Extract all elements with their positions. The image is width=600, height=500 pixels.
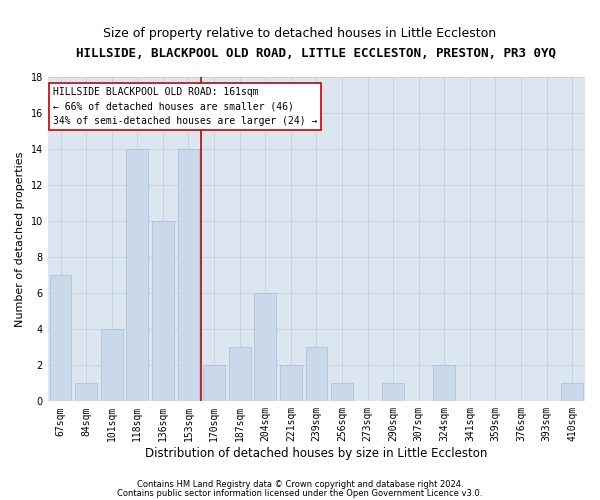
Text: Contains public sector information licensed under the Open Government Licence v3: Contains public sector information licen…: [118, 489, 482, 498]
Y-axis label: Number of detached properties: Number of detached properties: [15, 152, 25, 327]
Title: HILLSIDE, BLACKPOOL OLD ROAD, LITTLE ECCLESTON, PRESTON, PR3 0YQ: HILLSIDE, BLACKPOOL OLD ROAD, LITTLE ECC…: [76, 48, 556, 60]
Bar: [562, 384, 583, 402]
Bar: [75, 384, 97, 402]
Bar: [254, 293, 276, 402]
Bar: [280, 366, 302, 402]
Bar: [203, 366, 225, 402]
Bar: [178, 149, 199, 402]
Bar: [101, 329, 122, 402]
Bar: [127, 149, 148, 402]
Bar: [433, 366, 455, 402]
Bar: [382, 384, 404, 402]
Bar: [152, 221, 174, 402]
Bar: [331, 384, 353, 402]
Text: Contains HM Land Registry data © Crown copyright and database right 2024.: Contains HM Land Registry data © Crown c…: [137, 480, 463, 489]
Text: Size of property relative to detached houses in Little Eccleston: Size of property relative to detached ho…: [103, 28, 497, 40]
Bar: [305, 348, 327, 402]
Text: HILLSIDE BLACKPOOL OLD ROAD: 161sqm
← 66% of detached houses are smaller (46)
34: HILLSIDE BLACKPOOL OLD ROAD: 161sqm ← 66…: [53, 86, 317, 126]
Bar: [50, 275, 71, 402]
X-axis label: Distribution of detached houses by size in Little Eccleston: Distribution of detached houses by size …: [145, 447, 488, 460]
Bar: [229, 348, 251, 402]
